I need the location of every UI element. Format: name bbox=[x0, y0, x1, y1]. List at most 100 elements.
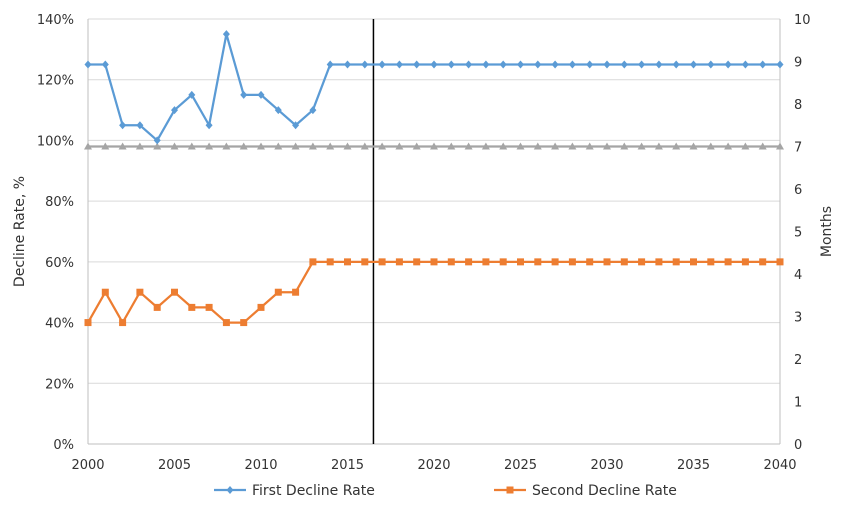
second-decline-rate-point bbox=[534, 258, 542, 266]
first-decline-rate-point bbox=[655, 60, 663, 69]
second-decline-rate-point bbox=[724, 258, 732, 266]
series-3-point bbox=[481, 142, 490, 150]
series-3-series bbox=[84, 142, 784, 150]
series-3-point bbox=[170, 142, 179, 150]
y2-tick-label: 3 bbox=[794, 311, 802, 326]
series-3-point bbox=[395, 142, 404, 150]
second-decline-rate-point bbox=[153, 303, 161, 311]
first-decline-rate-point bbox=[171, 106, 178, 115]
second-decline-rate-point bbox=[222, 319, 230, 327]
series-3-point bbox=[257, 142, 265, 150]
series-3-point bbox=[430, 142, 438, 150]
y2-tick-label: 1 bbox=[794, 396, 802, 411]
first-decline-rate-point bbox=[101, 60, 109, 69]
first-decline-rate-point bbox=[603, 60, 611, 69]
x-tick-label: 2015 bbox=[331, 458, 364, 473]
x-tick-label: 2035 bbox=[677, 458, 710, 473]
first-decline-rate-legend-label: First Decline Rate bbox=[252, 483, 375, 499]
x-tick-label: 2005 bbox=[158, 458, 191, 473]
series-3-point bbox=[326, 142, 335, 150]
second-decline-rate-point bbox=[395, 258, 403, 266]
series-3-point bbox=[153, 142, 162, 150]
second-decline-rate-point bbox=[655, 258, 663, 266]
series-3-point bbox=[654, 142, 663, 150]
x-tick-label: 2025 bbox=[504, 458, 537, 473]
first-decline-rate-point bbox=[447, 60, 455, 69]
second-decline-rate-point bbox=[344, 258, 351, 266]
first-decline-rate-point bbox=[257, 90, 265, 99]
y2-tick-label: 7 bbox=[794, 141, 802, 156]
first-decline-rate-point bbox=[690, 60, 697, 69]
second-decline-rate-point bbox=[465, 258, 473, 266]
second-decline-rate-point bbox=[586, 258, 594, 266]
first-decline-rate-point bbox=[395, 60, 403, 69]
second-decline-rate-point bbox=[274, 288, 282, 296]
second-decline-rate-point bbox=[361, 258, 369, 266]
series-3-point bbox=[585, 142, 594, 150]
second-decline-rate-point bbox=[672, 258, 680, 266]
series-3-point bbox=[603, 142, 611, 150]
first-decline-rate-point bbox=[534, 60, 542, 69]
y2-tick-label: 10 bbox=[794, 13, 811, 28]
second-decline-rate-point bbox=[240, 319, 248, 327]
first-decline-rate-point bbox=[586, 60, 594, 69]
series-3-point bbox=[187, 142, 196, 150]
y-tick-label: 0% bbox=[53, 438, 74, 453]
y2-tick-label: 2 bbox=[794, 353, 802, 368]
second-decline-rate-legend-marker bbox=[506, 486, 514, 494]
second-decline-rate-point bbox=[257, 303, 265, 311]
series-3-point bbox=[724, 142, 733, 150]
first-decline-rate-point bbox=[240, 90, 248, 99]
first-decline-rate-point bbox=[517, 60, 524, 69]
first-decline-rate-point bbox=[465, 60, 473, 69]
series-3-point bbox=[308, 142, 317, 150]
first-decline-rate-point bbox=[620, 60, 628, 69]
second-decline-rate-point bbox=[620, 258, 628, 266]
series-3-point bbox=[620, 142, 629, 150]
first-decline-rate-point bbox=[741, 60, 749, 69]
x-tick-label: 2010 bbox=[244, 458, 277, 473]
second-decline-rate-point bbox=[205, 303, 213, 311]
y-tick-label: 140% bbox=[37, 13, 74, 28]
first-decline-rate-point bbox=[724, 60, 732, 69]
y2-tick-label: 8 bbox=[794, 98, 802, 113]
first-decline-rate-series bbox=[84, 30, 784, 145]
series-3-point bbox=[551, 142, 560, 150]
first-decline-rate-point bbox=[430, 60, 438, 69]
first-decline-rate-point bbox=[499, 60, 507, 69]
y2-tick-label: 4 bbox=[794, 268, 802, 283]
second-decline-rate-point bbox=[171, 288, 178, 296]
first-decline-rate-line bbox=[88, 33, 780, 142]
series-3-point bbox=[291, 142, 300, 150]
x-tick-label: 2030 bbox=[590, 458, 623, 473]
first-decline-rate-legend-marker bbox=[226, 486, 234, 494]
second-decline-rate-point bbox=[84, 319, 92, 327]
y2-tick-label: 6 bbox=[794, 183, 802, 198]
x-tick-label: 2020 bbox=[417, 458, 450, 473]
y-tick-label: 40% bbox=[45, 317, 74, 332]
series-3-point bbox=[464, 142, 473, 150]
y2-tick-label: 9 bbox=[794, 56, 802, 71]
first-decline-rate-point bbox=[119, 121, 127, 130]
series-3-point bbox=[239, 142, 248, 150]
first-decline-rate-point bbox=[274, 106, 282, 115]
series-3-point bbox=[637, 142, 646, 150]
first-decline-rate-point bbox=[205, 121, 213, 130]
series-3-point bbox=[222, 142, 231, 150]
second-decline-rate-point bbox=[482, 258, 490, 266]
x-tick-label: 2000 bbox=[71, 458, 104, 473]
y-axis-title: Decline Rate, % bbox=[12, 176, 28, 287]
first-decline-rate-point bbox=[551, 60, 559, 69]
series-3-point bbox=[499, 142, 508, 150]
second-decline-rate-point bbox=[551, 258, 559, 266]
y2-tick-label: 5 bbox=[794, 226, 802, 241]
tick-labels: 0% 20% 40% 60% 80% 100% 120% 140% 0 1 2 3 4 5 6 7 8 9 10 20… bbox=[37, 13, 811, 473]
series-3-point bbox=[741, 142, 750, 150]
series-3-point bbox=[758, 142, 767, 150]
series-3-point bbox=[205, 142, 214, 150]
series-3-point bbox=[412, 142, 421, 150]
series-3-point bbox=[135, 142, 144, 150]
second-decline-rate-point bbox=[136, 288, 144, 296]
first-decline-rate-point bbox=[188, 90, 196, 99]
series-3-point bbox=[706, 142, 715, 150]
